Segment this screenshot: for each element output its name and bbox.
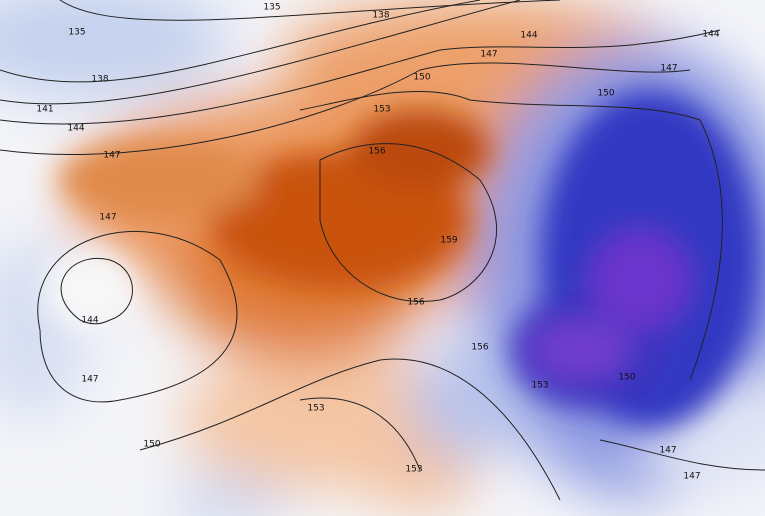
geopotential-contours (0, 0, 765, 501)
contour-label: 150 (618, 372, 636, 383)
contour-label: 147 (99, 212, 117, 223)
contour-label: 135 (68, 27, 86, 38)
contour-label: 156 (407, 297, 425, 308)
contour-label: 147 (81, 374, 99, 385)
contour-label: 147 (660, 63, 678, 74)
contour-label: 138 (372, 10, 390, 21)
contour-label: 153 (405, 464, 423, 475)
contour-label: 150 (413, 72, 431, 83)
contour-label: 159 (440, 235, 458, 246)
contour-label: 144 (702, 29, 720, 40)
contour-label: 147 (480, 49, 498, 60)
contour-label: 150 (143, 439, 161, 450)
contour-label: 138 (91, 74, 109, 85)
contour-label: 153 (531, 380, 549, 391)
contour-label: 156 (471, 342, 489, 353)
contour-label: 144 (81, 315, 99, 326)
contour-label: 156 (368, 146, 386, 157)
contour-label: 147 (103, 150, 121, 161)
contour-label: 153 (373, 104, 391, 115)
contour-label: 147 (683, 471, 701, 482)
contour-label: 147 (659, 445, 677, 456)
contour-label: 135 (263, 2, 281, 13)
contour-label: 141 (36, 104, 54, 115)
contour-label: 144 (520, 30, 538, 41)
contour-label: 144 (67, 123, 85, 134)
contour-label: 150 (597, 88, 615, 99)
contour-label: 153 (307, 403, 325, 414)
